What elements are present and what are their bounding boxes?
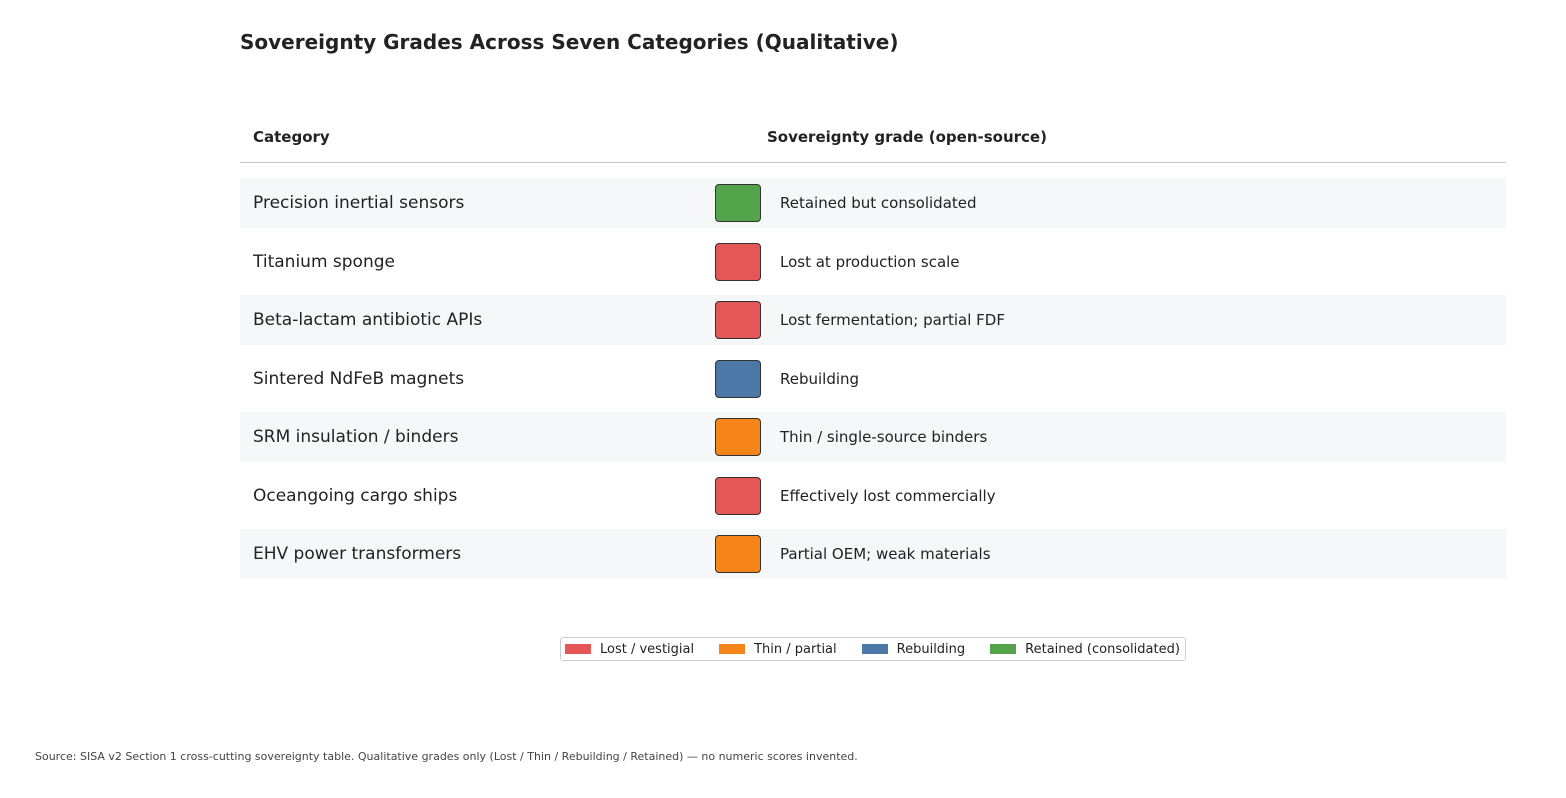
table-row: SRM insulation / binders Thin / single-so… bbox=[240, 412, 1506, 462]
header-divider bbox=[240, 162, 1506, 163]
grade-label: Effectively lost commercially bbox=[780, 486, 996, 505]
legend-label: Thin / partial bbox=[754, 641, 837, 657]
table-row: Beta-lactam antibiotic APIs Lost fermenta… bbox=[240, 295, 1506, 345]
grade-label: Retained but consolidated bbox=[780, 194, 977, 212]
grade-label: Lost fermentation; partial FDF bbox=[780, 311, 1005, 329]
grade-table: Precision inertial sensors Retained but c… bbox=[240, 178, 1506, 588]
category-label: EHV power transformers bbox=[253, 544, 462, 564]
legend-swatch bbox=[565, 644, 591, 654]
legend-item: Rebuilding bbox=[861, 641, 966, 657]
legend-label: Rebuilding bbox=[896, 641, 966, 657]
category-label: Precision inertial sensors bbox=[253, 193, 465, 213]
legend-label: Lost / vestigial bbox=[600, 641, 695, 657]
grade-swatch bbox=[715, 359, 761, 398]
grade-swatch bbox=[715, 535, 761, 573]
grade-swatch bbox=[715, 184, 761, 222]
category-label: Beta-lactam antibiotic APIs bbox=[253, 310, 483, 330]
category-label: Oceangoing cargo ships bbox=[253, 485, 458, 506]
grade-label: Lost at production scale bbox=[780, 252, 960, 271]
legend-item: Lost / vestigial bbox=[565, 642, 694, 657]
column-header-grade: Sovereignty grade (open-source) bbox=[767, 128, 1047, 146]
source-note: Source: SISA v2 Section 1 cross-cutting … bbox=[35, 750, 858, 763]
grade-label: Thin / single-source binders bbox=[780, 428, 988, 446]
chart-title: Sovereignty Grades Across Seven Categori… bbox=[240, 30, 899, 54]
table-row: Titanium sponge Lost at production scale bbox=[240, 237, 1506, 287]
table-row: Sintered NdFeB magnets Rebuilding bbox=[240, 354, 1506, 404]
legend-label: Retained (consolidated) bbox=[1025, 641, 1180, 657]
grade-swatch bbox=[715, 418, 761, 456]
category-label: Titanium sponge bbox=[253, 251, 395, 272]
table-row: Oceangoing cargo ships Effectively lost c… bbox=[240, 471, 1506, 521]
legend-swatch bbox=[861, 644, 888, 654]
legend: Lost / vestigial Thin / partial Rebuilding… bbox=[560, 637, 1186, 661]
legend-item: Retained (consolidated) bbox=[990, 642, 1180, 657]
legend-item: Thin / partial bbox=[719, 642, 837, 657]
legend-swatch bbox=[990, 644, 1017, 654]
legend-swatch bbox=[719, 644, 746, 654]
category-label: Sintered NdFeB magnets bbox=[253, 368, 465, 389]
grade-swatch bbox=[715, 301, 761, 339]
column-header-category: Category bbox=[253, 128, 330, 146]
grade-label: Partial OEM; weak materials bbox=[780, 545, 991, 563]
grade-label: Rebuilding bbox=[780, 369, 860, 388]
table-row: EHV power transformers Partial OEM; weak … bbox=[240, 529, 1506, 579]
grade-swatch bbox=[715, 242, 761, 281]
grade-swatch bbox=[715, 476, 761, 515]
category-label: SRM insulation / binders bbox=[253, 427, 459, 447]
table-row: Precision inertial sensors Retained but c… bbox=[240, 178, 1506, 228]
